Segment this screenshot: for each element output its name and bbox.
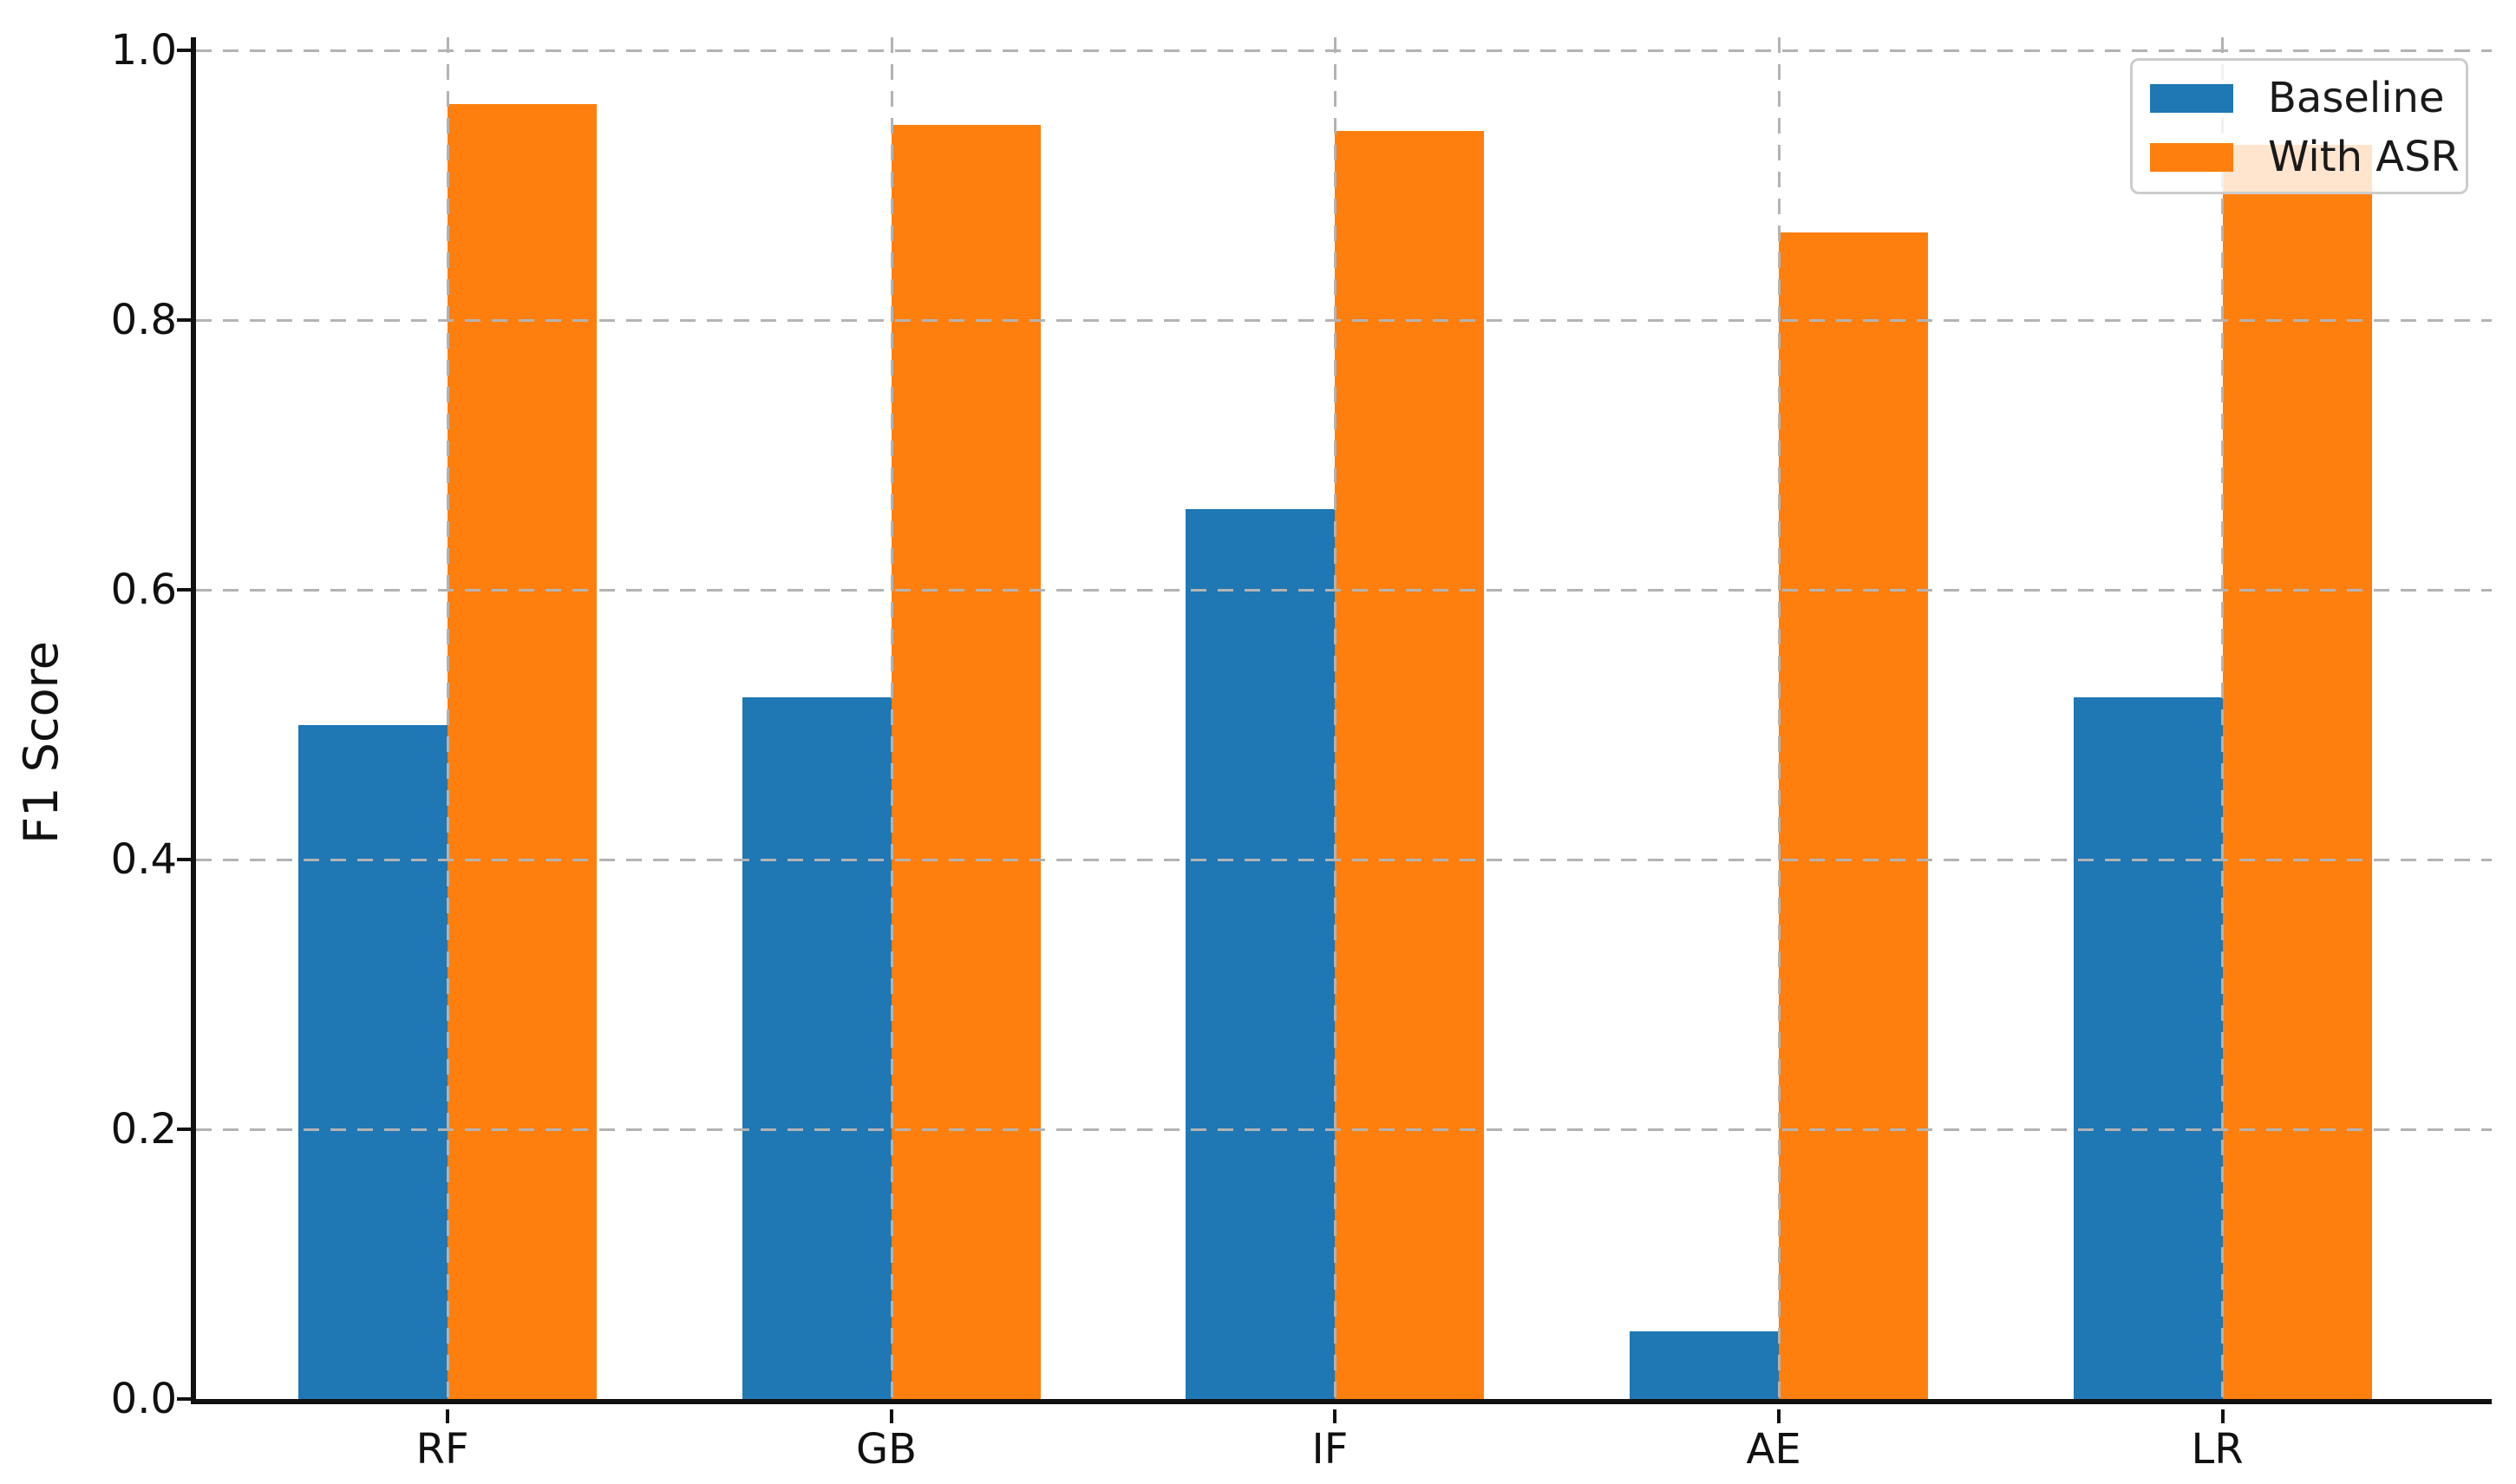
x-tick-label-ae: AE [1746, 1425, 1801, 1474]
y-tick-label-0.2: 0.2 [110, 1105, 177, 1154]
x-tick-mark-if [1333, 1409, 1337, 1423]
bar-lr-baseline [2073, 697, 2223, 1399]
x-tick-label-lr: LR [2191, 1425, 2244, 1474]
x-tick-label-rf: RF [415, 1425, 469, 1474]
v-gridline-rf [446, 37, 449, 1399]
legend-label-with-asr: With ASR [2268, 133, 2460, 181]
bar-rf-with-asr [448, 104, 598, 1399]
y-tick-mark-1.0 [177, 49, 191, 52]
y-tick-mark-0.8 [177, 318, 191, 322]
y-tick-label-0.8: 0.8 [110, 296, 177, 344]
x-tick-mark-rf [446, 1409, 450, 1423]
with-asr-color-swatch [2150, 142, 2233, 172]
y-tick-mark-0.0 [177, 1397, 191, 1401]
y-tick-label-1.0: 1.0 [110, 26, 177, 75]
x-tick-mark-lr [2220, 1409, 2225, 1423]
bar-ae-baseline [1630, 1331, 1780, 1399]
v-gridline-ae [1777, 37, 1781, 1399]
legend-entry-with-asr: With ASR [2150, 134, 2466, 180]
x-tick-mark-ae [1777, 1409, 1781, 1423]
bar-if-with-asr [1335, 131, 1485, 1399]
bar-gb-baseline [742, 697, 892, 1399]
baseline-color-swatch [2150, 83, 2233, 113]
bar-rf-baseline [298, 724, 448, 1399]
x-tick-label-if: IF [1311, 1425, 1349, 1474]
x-tick-mark-gb [890, 1409, 894, 1423]
h-gridline-0.6 [196, 588, 2492, 592]
legend-entry-baseline: Baseline [2150, 75, 2466, 121]
legend-label-baseline: Baseline [2268, 74, 2445, 122]
y-tick-mark-0.6 [177, 588, 191, 592]
bar-gb-with-asr [892, 124, 1042, 1399]
y-tick-label-0.6: 0.6 [110, 565, 177, 614]
bar-if-baseline [1186, 508, 1336, 1399]
h-gridline-0.4 [196, 858, 2492, 861]
h-gridline-1.0 [196, 49, 2492, 52]
y-tick-mark-0.2 [177, 1128, 191, 1131]
h-gridline-0.8 [196, 318, 2492, 322]
v-gridline-lr [2221, 37, 2224, 1399]
y-tick-mark-0.4 [177, 858, 191, 861]
y-tick-label-0.4: 0.4 [110, 835, 177, 884]
bar-ae-with-asr [1779, 232, 1929, 1399]
y-tick-label-0.0: 0.0 [110, 1375, 177, 1423]
v-gridline-if [1333, 37, 1336, 1399]
h-gridline-0.2 [196, 1128, 2492, 1131]
bar-lr-with-asr [2222, 144, 2372, 1399]
v-gridline-gb [890, 37, 893, 1399]
legend-box: Baseline With ASR [2130, 58, 2468, 194]
x-tick-label-gb: GB [855, 1425, 918, 1474]
plot-area: Baseline With ASR [177, 37, 2492, 1423]
